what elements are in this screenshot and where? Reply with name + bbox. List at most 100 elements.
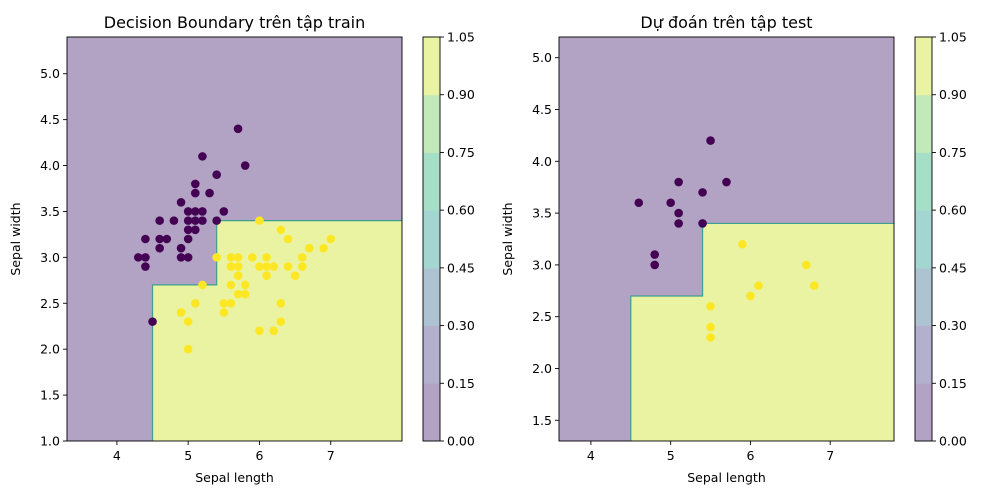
point-class-0 xyxy=(169,216,179,225)
y-tick-label: 4.5 xyxy=(40,112,60,127)
colorbar-tick-label: 0.90 xyxy=(447,87,475,102)
colorbar-segment xyxy=(915,94,932,153)
point-class-0 xyxy=(650,260,660,270)
point-class-1 xyxy=(226,253,236,262)
colorbar-tick-label: 0.60 xyxy=(939,203,967,218)
x-tick-label: 6 xyxy=(746,448,754,463)
point-class-0 xyxy=(133,253,143,262)
y-tick-label: 1.0 xyxy=(40,434,60,449)
point-class-1 xyxy=(219,308,229,317)
point-class-1 xyxy=(176,308,186,317)
y-tick-label: 4.0 xyxy=(40,158,60,173)
colorbar-tick-label: 0.45 xyxy=(939,260,967,275)
x-tick-label: 4 xyxy=(587,448,595,463)
colorbar-segment xyxy=(423,37,440,96)
colorbar-tick-label: 0.00 xyxy=(939,434,967,449)
point-class-1 xyxy=(240,289,250,299)
point-class-1 xyxy=(198,280,207,290)
colorbar-segment xyxy=(915,325,932,384)
point-class-1 xyxy=(326,234,336,244)
point-class-0 xyxy=(141,262,150,271)
x-tick-label: 6 xyxy=(255,448,263,463)
colorbar-tick-label: 0.90 xyxy=(939,87,967,102)
point-class-0 xyxy=(190,179,200,189)
point-class-0 xyxy=(212,216,221,225)
y-tick-label: 3.0 xyxy=(40,250,60,265)
point-class-1 xyxy=(255,262,264,271)
colorbar-tick-label: 1.05 xyxy=(939,30,967,45)
point-class-1 xyxy=(233,289,243,299)
point-class-1 xyxy=(190,298,200,308)
point-class-0 xyxy=(634,198,644,208)
point-class-1 xyxy=(276,225,286,235)
colorbar-segment xyxy=(915,152,932,211)
colorbar-frame xyxy=(914,36,933,442)
colorbar-tick-label: 0.60 xyxy=(447,203,475,218)
point-class-0 xyxy=(176,197,186,207)
colorbar-tick-label: 0.30 xyxy=(447,318,475,333)
x-axis-label: Sepal length xyxy=(195,470,274,485)
point-class-1 xyxy=(226,280,236,290)
point-class-0 xyxy=(698,188,707,197)
point-class-0 xyxy=(141,234,150,244)
point-class-0 xyxy=(233,124,243,134)
point-class-0 xyxy=(162,234,172,244)
point-class-1 xyxy=(226,262,236,271)
y-tick-label: 2.5 xyxy=(40,296,60,311)
y-tick-label: 4.5 xyxy=(532,102,552,117)
point-class-0 xyxy=(650,250,660,259)
point-class-0 xyxy=(141,253,150,262)
colorbar-segment xyxy=(423,267,440,327)
point-class-1 xyxy=(290,271,300,281)
point-class-0 xyxy=(212,170,221,180)
x-axis-label: Sepal length xyxy=(687,470,766,485)
point-class-0 xyxy=(698,219,707,228)
point-class-1 xyxy=(283,262,293,271)
y-tick-label: 4.0 xyxy=(532,154,552,169)
colorbar-segment xyxy=(915,37,932,96)
point-class-0 xyxy=(155,243,164,253)
colorbar-tick-label: 1.05 xyxy=(447,30,475,45)
colorbar: 0.00 0.15 0.30 0.45 0.60 0.75 0.90 1.05 xyxy=(422,30,475,449)
point-class-0 xyxy=(183,207,193,216)
point-class-0 xyxy=(674,208,683,218)
point-class-0 xyxy=(205,188,214,198)
colorbar-segment xyxy=(423,383,440,442)
point-class-1 xyxy=(738,239,747,249)
point-class-0 xyxy=(198,207,207,216)
point-class-1 xyxy=(297,253,307,262)
point-class-1 xyxy=(233,262,243,271)
point-class-0 xyxy=(674,177,683,187)
point-class-0 xyxy=(155,234,164,244)
point-class-1 xyxy=(233,253,243,262)
point-class-1 xyxy=(255,326,264,336)
point-class-1 xyxy=(262,271,271,281)
point-class-1 xyxy=(706,322,715,332)
point-class-1 xyxy=(269,326,279,336)
point-class-0 xyxy=(190,207,200,216)
point-class-0 xyxy=(148,317,157,326)
y-tick-label: 3.5 xyxy=(40,204,60,219)
point-class-0 xyxy=(190,188,200,198)
colorbar-segment xyxy=(423,152,440,211)
x-tick-label: 5 xyxy=(667,448,675,463)
chart-1: 4 5 6 7 1.0 1.5 2.0 2.5 3.0 3.5 4.0 4.5 5.0 Decision … xyxy=(8,13,475,485)
point-class-1 xyxy=(240,280,250,290)
point-class-1 xyxy=(746,291,755,301)
point-class-1 xyxy=(283,234,293,244)
decision-boundary-line xyxy=(151,220,402,441)
point-class-1 xyxy=(183,344,193,354)
colorbar-tick-label: 0.75 xyxy=(447,145,475,160)
point-class-1 xyxy=(248,253,257,262)
y-tick-label: 2.5 xyxy=(532,309,552,324)
point-class-0 xyxy=(183,216,193,225)
point-class-0 xyxy=(198,216,207,225)
colorbar-tick-label: 0.30 xyxy=(939,318,967,333)
axes-frame xyxy=(66,36,403,442)
point-class-0 xyxy=(176,253,186,262)
point-class-1 xyxy=(276,317,286,326)
y-axis-label: Sepal width xyxy=(8,202,23,275)
point-class-1 xyxy=(297,262,307,271)
point-class-0 xyxy=(190,225,200,235)
